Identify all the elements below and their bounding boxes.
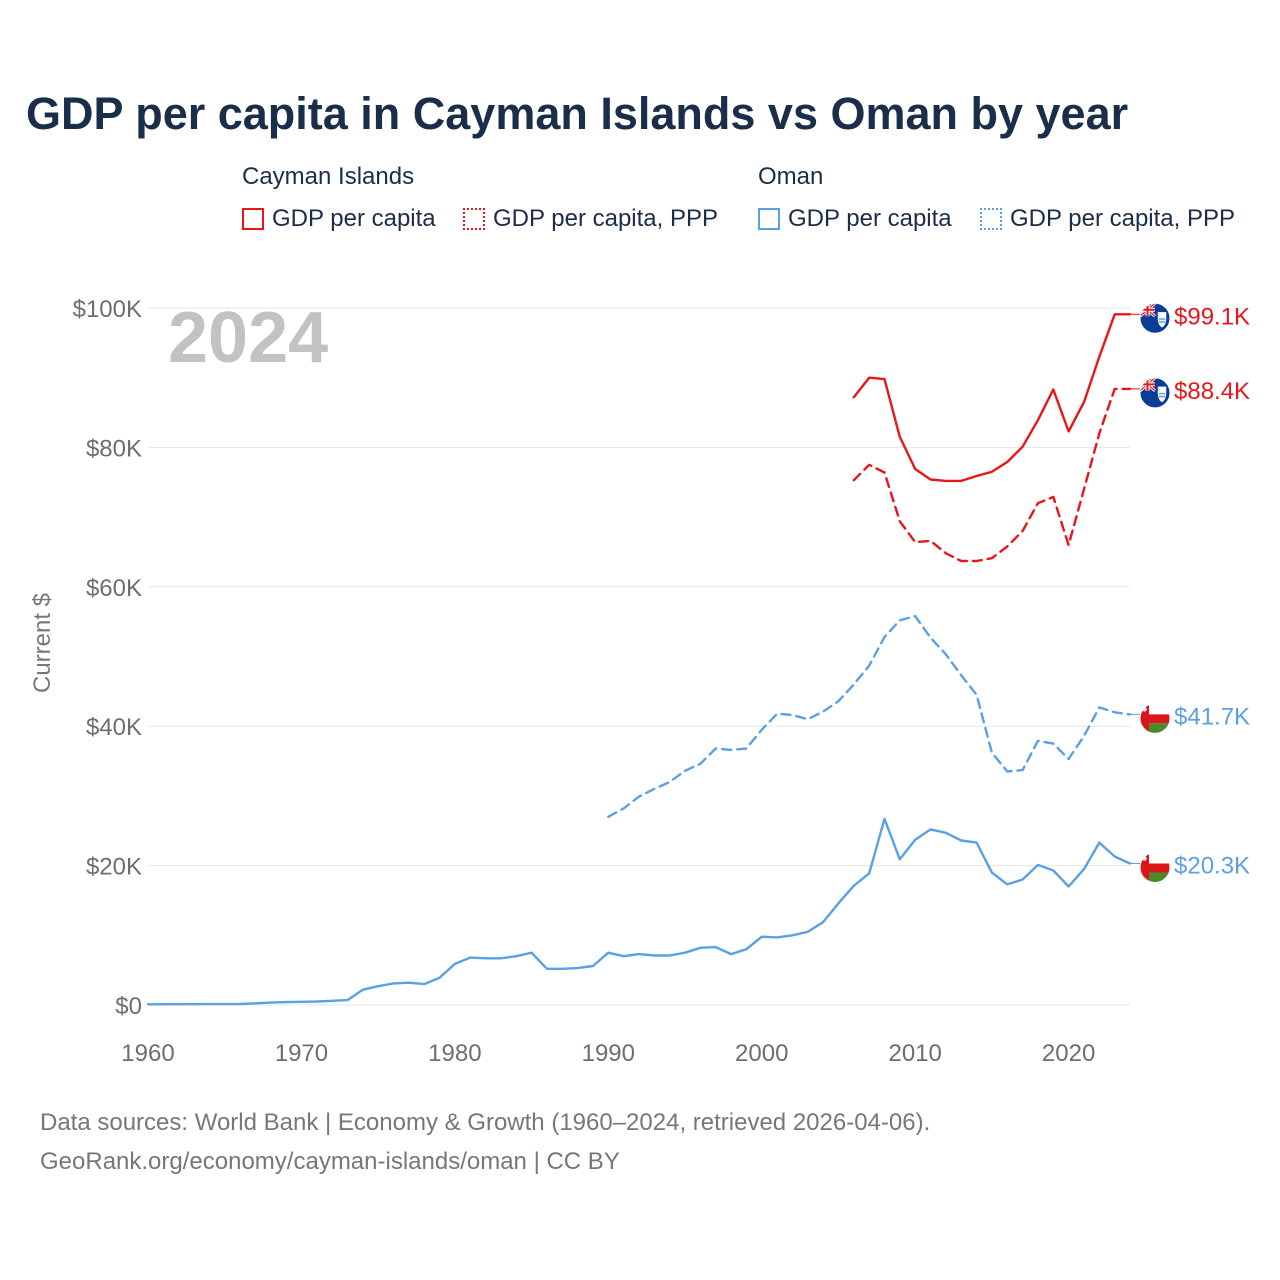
legend-label: GDP per capita, PPP — [1010, 205, 1235, 232]
legend-swatch-dotted — [463, 208, 485, 230]
series-line-1 — [852, 387, 1132, 563]
y-tick-label: $100K — [73, 296, 142, 323]
cayman-flag-icon — [1139, 377, 1171, 409]
x-tick-label: 1970 — [275, 1040, 328, 1067]
end-value-label: $88.4K — [1174, 378, 1250, 405]
series-line-0 — [852, 313, 1132, 483]
legend-swatch-solid — [758, 208, 780, 230]
y-tick-label: $20K — [86, 854, 142, 881]
oman-flag-icon — [1139, 852, 1171, 884]
legend-item-oman-ppp[interactable]: GDP per capita, PPP — [980, 205, 1235, 233]
legend-item-cayman-ppp[interactable]: GDP per capita, PPP — [463, 205, 718, 233]
cayman-flag-icon — [1139, 302, 1171, 334]
legend-label: GDP per capita — [788, 205, 952, 232]
series-line-2 — [607, 614, 1132, 818]
x-tick-label: 2000 — [735, 1040, 788, 1067]
legend-item-oman-gdp[interactable]: GDP per capita — [758, 205, 952, 233]
x-tick-label: 1960 — [121, 1040, 174, 1067]
end-value-label: $99.1K — [1174, 303, 1250, 330]
end-value-label: $20.3K — [1174, 853, 1250, 880]
year-watermark: 2024 — [168, 298, 328, 378]
footer-sources: Data sources: World Bank | Economy & Gro… — [40, 1109, 931, 1136]
y-tick-label: $60K — [86, 575, 142, 602]
legend-item-cayman-gdp[interactable]: GDP per capita — [242, 205, 436, 233]
legend-swatch-solid — [242, 208, 264, 230]
legend-label: GDP per capita, PPP — [493, 205, 718, 232]
x-tick-label: 2020 — [1042, 1040, 1095, 1067]
line-chart: 2024 $0 $20K $40K $60K $80K $100K 1960 1970 198… — [29, 296, 1250, 1067]
legend-group-cayman: Cayman Islands — [242, 163, 415, 190]
legend-label: GDP per capita — [272, 205, 436, 232]
legend-group-oman: Oman — [758, 163, 824, 190]
y-tick-label: $80K — [86, 435, 142, 462]
y-tick-label: $0 — [115, 993, 142, 1020]
y-tick-label: $40K — [86, 714, 142, 741]
footer-credit: GeoRank.org/economy/cayman-islands/oman … — [40, 1148, 620, 1175]
x-tick-label: 1990 — [582, 1040, 635, 1067]
end-value-label: $41.7K — [1174, 703, 1250, 730]
x-tick-label: 2010 — [888, 1040, 941, 1067]
oman-flag-icon — [1139, 702, 1171, 734]
series-line-3 — [146, 817, 1132, 1006]
y-axis-label: Current $ — [29, 593, 56, 693]
chart-title: GDP per capita in Cayman Islands vs Oman… — [26, 88, 1129, 139]
x-tick-label: 1980 — [428, 1040, 481, 1067]
legend-swatch-dotted — [980, 208, 1002, 230]
